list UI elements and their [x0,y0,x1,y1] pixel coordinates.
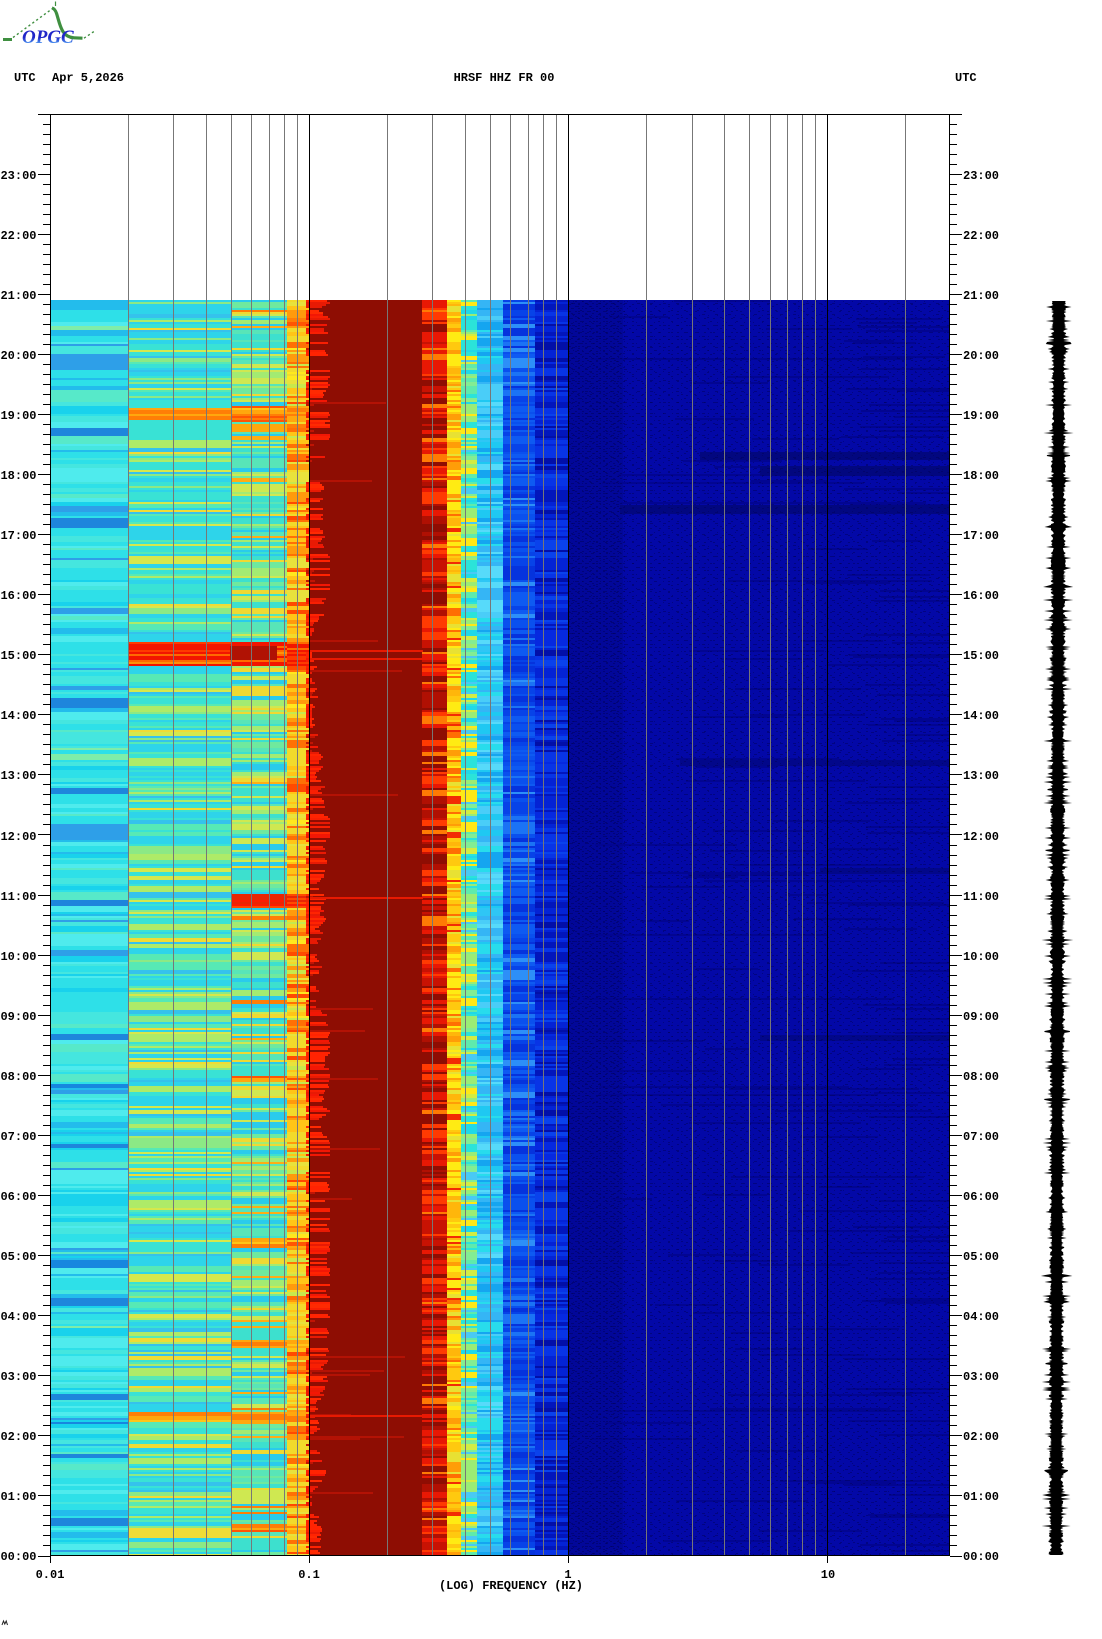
svg-text:0.01: 0.01 [36,1568,65,1582]
svg-text:10: 10 [821,1568,835,1582]
svg-text:05:00: 05:00 [0,1250,36,1264]
svg-text:01:00: 01:00 [963,1490,999,1504]
svg-text:HRSF HHZ FR 00: HRSF HHZ FR 00 [454,71,555,85]
svg-text:01:00: 01:00 [0,1490,36,1504]
svg-text:13:00: 13:00 [0,769,36,783]
svg-text:07:00: 07:00 [963,1130,999,1144]
svg-text:18:00: 18:00 [0,469,36,483]
svg-text:08:00: 08:00 [0,1070,36,1084]
svg-text:18:00: 18:00 [963,469,999,483]
svg-text:09:00: 09:00 [0,1010,36,1024]
svg-text:04:00: 04:00 [0,1310,36,1324]
svg-text:17:00: 17:00 [0,529,36,543]
svg-text:15:00: 15:00 [963,649,999,663]
svg-text:UTC: UTC [14,71,36,85]
svg-text:UTC: UTC [955,71,977,85]
svg-text:20:00: 20:00 [0,349,36,363]
svg-text:00:00: 00:00 [963,1550,999,1564]
svg-text:12:00: 12:00 [963,830,999,844]
svg-text:14:00: 14:00 [0,709,36,723]
svg-text:06:00: 06:00 [963,1190,999,1204]
svg-text:02:00: 02:00 [963,1430,999,1444]
svg-text:19:00: 19:00 [963,409,999,423]
svg-text:OPGC: OPGC [22,27,74,48]
svg-text:07:00: 07:00 [0,1130,36,1144]
svg-text:20:00: 20:00 [963,349,999,363]
svg-text:11:00: 11:00 [963,890,999,904]
svg-text:14:00: 14:00 [963,709,999,723]
svg-text:10:00: 10:00 [963,950,999,964]
svg-text:08:00: 08:00 [963,1070,999,1084]
svg-text:04:00: 04:00 [963,1310,999,1324]
svg-text:22:00: 22:00 [0,229,36,243]
svg-text:19:00: 19:00 [0,409,36,423]
svg-text:15:00: 15:00 [0,649,36,663]
svg-text:17:00: 17:00 [963,529,999,543]
svg-text:16:00: 16:00 [963,589,999,603]
svg-text:Apr 5,2026: Apr 5,2026 [52,71,124,85]
svg-text:13:00: 13:00 [963,769,999,783]
svg-text:02:00: 02:00 [0,1430,36,1444]
svg-text:05:00: 05:00 [963,1250,999,1264]
svg-text:10:00: 10:00 [0,950,36,964]
svg-text:09:00: 09:00 [963,1010,999,1024]
svg-text:11:00: 11:00 [0,890,36,904]
svg-text:12:00: 12:00 [0,830,36,844]
svg-text:22:00: 22:00 [963,229,999,243]
svg-text:21:00: 21:00 [0,289,36,303]
svg-text:03:00: 03:00 [0,1370,36,1384]
svg-text:1: 1 [564,1568,571,1582]
svg-text:00:00: 00:00 [0,1550,36,1564]
svg-text:23:00: 23:00 [963,169,999,183]
svg-text:06:00: 06:00 [0,1190,36,1204]
svg-text:03:00: 03:00 [963,1370,999,1384]
svg-text:16:00: 16:00 [0,589,36,603]
svg-text:21:00: 21:00 [963,289,999,303]
svg-text:23:00: 23:00 [0,169,36,183]
svg-text:0.1: 0.1 [298,1568,320,1582]
svg-text:(LOG) FREQUENCY (HZ): (LOG) FREQUENCY (HZ) [439,1579,583,1593]
